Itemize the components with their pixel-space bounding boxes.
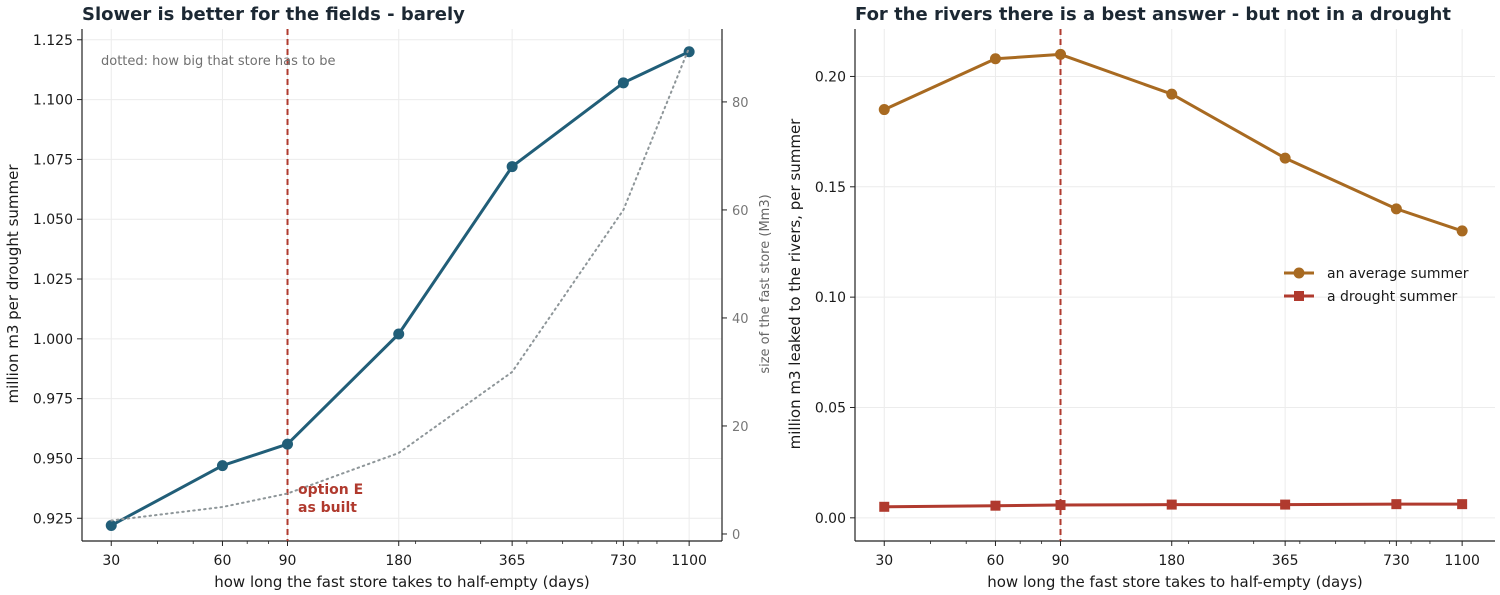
series-point-0 [1390,203,1402,215]
right-y-tick-label: 80 [732,96,749,111]
left-grid [82,29,722,541]
y-tick-label: 0.20 [815,69,846,85]
y-tick-label: 1.050 [33,212,73,228]
right-x-ticks: 30 60 90 180 365 730 1100 [875,541,1480,569]
right-grid [855,29,1495,541]
y-tick-label: 1.100 [33,93,73,109]
vline-label-line-1: option E [298,482,363,498]
x-tick-label: 90 [1052,553,1070,569]
y-tick-label: 0.975 [33,392,73,408]
right-y-ticks: 0.00 0.05 0.10 0.15 0.20 [815,69,855,527]
series-point-1 [1280,499,1291,510]
legend: an average summer a drought summer [1284,266,1469,305]
series-point-0 [393,328,405,340]
left-x-ticks: 30 60 90 180 365 730 1100 [102,541,707,569]
y-tick-label: 0.15 [815,180,846,196]
x-tick-label: 90 [279,553,297,569]
y-tick-label: 1.025 [33,272,73,288]
left-series [105,46,695,531]
series-point-0 [989,53,1001,65]
series-point-0 [878,104,890,116]
series-point-1 [1391,499,1402,510]
left-x-axis-label: how long the fast store takes to half-em… [214,573,590,591]
y-tick-label: 0.05 [815,400,846,416]
series-point-0 [216,460,228,472]
y-tick-label: 1.125 [33,33,73,49]
y-tick-label: 1.000 [33,332,73,348]
left-y-ticks: 0.925 0.950 0.975 1.000 1.025 1.050 1.075 1.100… [33,33,82,527]
left-axes-frame [81,29,723,542]
series-point-1 [879,501,890,512]
legend-drought-label: a drought summer [1327,289,1458,305]
series-point-0 [506,161,518,173]
series-point-0 [683,46,695,58]
left-note: dotted: how big that store has to be [101,54,335,69]
x-tick-label: 1100 [1444,553,1480,569]
right-y-axis-label: million m3 leaked to the rivers, per sum… [786,118,804,450]
legend-average-marker [1293,267,1305,279]
x-tick-label: 365 [499,553,526,569]
series-line-0 [882,52,1464,233]
series-point-1 [990,500,1001,511]
left-panel: 30 60 90 180 365 730 1100 0.925 0.950 0.975 1.000… [4,4,773,591]
series-point-1 [1457,499,1468,510]
x-tick-label: 730 [610,553,637,569]
right-panel: 30 60 90 180 365 730 1100 0.00 0.05 0.10 0.15 0.20… [786,4,1495,591]
y-tick-label: 0.10 [815,290,846,306]
x-tick-label: 730 [1383,553,1410,569]
right-series [878,48,1468,512]
x-tick-label: 60 [987,553,1005,569]
series-point-0 [1166,88,1178,100]
y-tick-label: 0.925 [33,511,73,527]
series-line-1 [110,46,691,522]
right-x-axis-label: how long the fast store takes to half-em… [987,573,1363,591]
left-chart-title: Slower is better for the fields - barely [82,4,465,25]
y-tick-label: 0.00 [815,511,846,527]
y-tick-label: 1.075 [33,152,73,168]
vline-label-line-2: as built [298,500,357,516]
series-point-0 [282,438,294,450]
x-tick-label: 180 [385,553,412,569]
series-point-0 [1456,225,1468,237]
left-vline-label: option E as built [298,482,368,516]
series-point-0 [105,519,117,531]
left-y-axis-label: million m3 per drought summer [4,164,22,404]
series-line-0 [109,50,691,527]
x-tick-label: 60 [214,553,232,569]
x-tick-label: 365 [1272,553,1299,569]
legend-average-label: an average summer [1327,266,1469,282]
x-tick-label: 180 [1158,553,1185,569]
right-axes-frame [854,29,1495,542]
legend-drought-marker [1294,291,1304,301]
right-y-tick-label: 0 [732,528,740,543]
y-tick-label: 0.950 [33,451,73,467]
series-point-1 [1055,500,1066,511]
right-y-tick-label: 60 [732,204,749,219]
left-right-y-ticks: 0 20 40 60 80 [722,96,749,543]
left-right-y-axis-label: size of the fast store (Mm3) [758,194,773,373]
series-point-0 [617,77,629,89]
series-point-1 [1166,499,1177,510]
right-y-tick-label: 40 [732,312,749,327]
series-point-0 [1055,48,1067,60]
right-y-tick-label: 20 [732,420,749,435]
x-tick-label: 1100 [671,553,707,569]
right-chart-title: For the rivers there is a best answer - … [855,4,1451,25]
x-tick-label: 30 [875,553,893,569]
x-tick-label: 30 [102,553,120,569]
series-point-0 [1279,152,1291,164]
